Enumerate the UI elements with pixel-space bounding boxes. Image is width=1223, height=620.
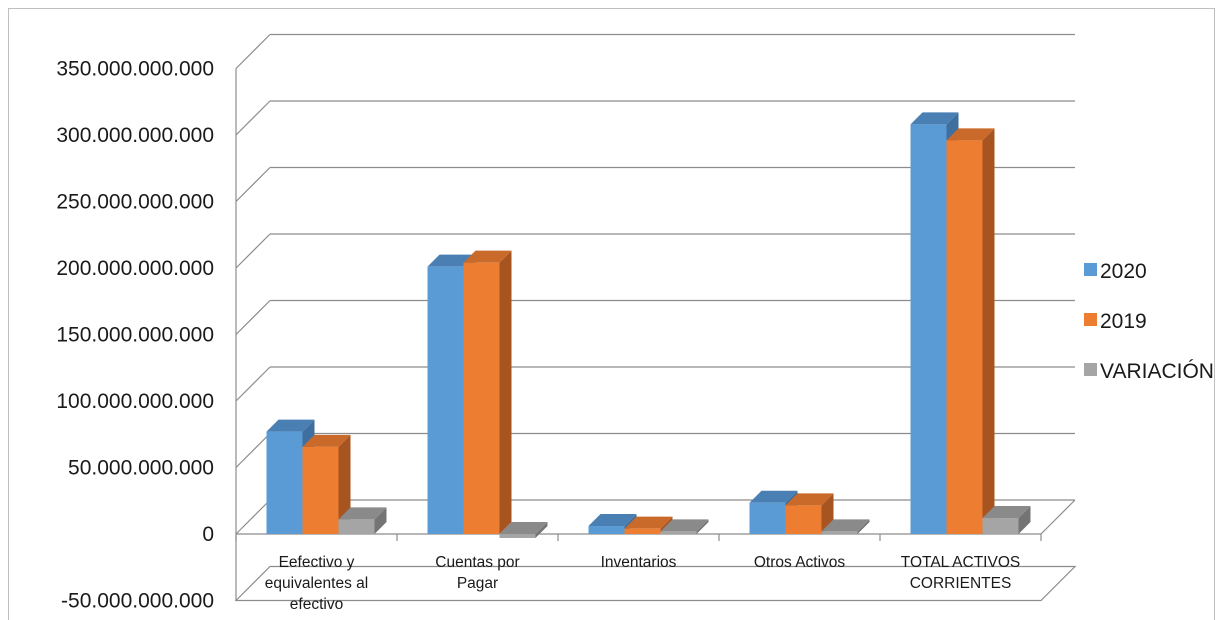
legend-swatch — [1084, 313, 1097, 326]
y-tick-label: 250.000.000.000 — [56, 191, 214, 214]
bar — [982, 506, 1031, 534]
bar-side — [1018, 506, 1031, 534]
gridline — [235, 499, 271, 535]
gridline — [235, 433, 271, 468]
bar-side — [857, 519, 870, 534]
x-tick-label: Eefectivo y equivalentes al efectivo — [265, 554, 368, 613]
bar-front — [266, 431, 303, 534]
bar — [338, 507, 387, 534]
gridline — [235, 300, 271, 335]
bar — [821, 519, 870, 534]
y-tick-label: -50.000.000.000 — [61, 590, 214, 613]
legend-label: 2019 — [1100, 310, 1147, 333]
legend-label: 2020 — [1100, 260, 1147, 283]
bar — [302, 434, 351, 534]
chart-legend: 2020 2019 VARIACIÓN — [1084, 260, 1214, 383]
chart-floor — [234, 565, 1077, 602]
bar — [660, 519, 709, 534]
bar-side — [982, 128, 995, 534]
bar-side — [338, 434, 351, 534]
x-tick-label: Otros Activos — [754, 554, 846, 571]
bar-front — [749, 502, 786, 534]
bar-top — [749, 490, 798, 503]
bar-top — [821, 519, 870, 532]
gridline — [235, 233, 271, 269]
y-tick-label: 200.000.000.000 — [56, 257, 214, 280]
gridline — [235, 100, 271, 136]
bar-top — [266, 419, 315, 432]
bar-front — [982, 518, 1019, 534]
bar-top — [624, 516, 673, 529]
bar-top — [946, 128, 995, 141]
bar-front — [624, 528, 661, 534]
bar-front — [499, 534, 536, 538]
bar-side — [535, 522, 548, 538]
bar-front — [302, 446, 339, 534]
bar-front — [660, 531, 697, 534]
legend-label: VARIACIÓN — [1100, 360, 1214, 383]
bar-front — [427, 266, 464, 534]
y-tick-label: 150.000.000.000 — [56, 324, 214, 347]
bar-side — [499, 250, 512, 534]
y-tick-label: 0 — [202, 523, 214, 546]
y-tick-label: 50.000.000.000 — [68, 457, 214, 480]
bar-front — [338, 519, 375, 534]
y-tick-label: 100.000.000.000 — [56, 390, 214, 413]
y-tick-label: 350.000.000.000 — [56, 58, 214, 81]
bar-top — [588, 514, 637, 527]
bar-side — [696, 519, 709, 534]
legend-swatch — [1084, 363, 1097, 376]
chart-bars — [266, 112, 1031, 538]
bar — [463, 250, 512, 534]
bar-front — [910, 124, 947, 535]
bar-front — [785, 505, 822, 534]
legend-swatch — [1084, 263, 1097, 276]
bar-front — [588, 526, 625, 534]
bar — [946, 128, 995, 534]
y-axis-ticks: -50.000.000.000 0 50.000.000.000 100.000.00… — [56, 58, 214, 613]
bar-top — [910, 112, 959, 125]
bar-top — [982, 506, 1031, 519]
x-axis-ticks: Eefectivo y equivalentes al efectivo Cuenta… — [265, 554, 1020, 613]
gridline — [235, 366, 271, 402]
x-axis-line — [1040, 499, 1076, 535]
x-tick-label: Inventarios — [601, 554, 677, 571]
bar-top — [660, 519, 709, 532]
bar-top — [302, 434, 351, 447]
bar — [785, 493, 834, 534]
bar-top — [499, 522, 548, 534]
gridline — [235, 34, 271, 69]
bar-front — [463, 262, 500, 534]
bar-front — [821, 531, 858, 534]
y-tick-label: 300.000.000.000 — [56, 124, 214, 147]
bar-front — [946, 140, 983, 534]
bar-top — [463, 250, 512, 263]
bar — [499, 522, 548, 538]
bar-top — [338, 507, 387, 520]
bar-side — [374, 507, 387, 534]
gridline — [235, 167, 271, 202]
x-tick-label: Cuentas por Pagar — [435, 554, 519, 592]
x-tick-label: TOTAL ACTIVOS CORRIENTES — [901, 554, 1020, 592]
bar-top — [785, 493, 834, 506]
